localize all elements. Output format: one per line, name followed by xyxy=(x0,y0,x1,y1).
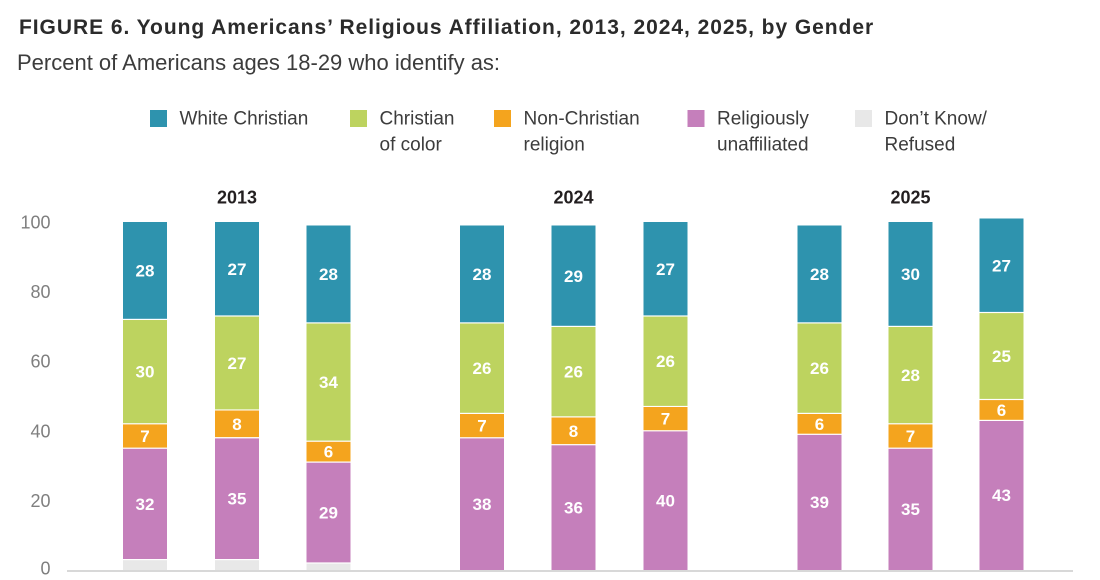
svg-text:30: 30 xyxy=(901,265,920,284)
svg-text:0: 0 xyxy=(40,559,50,579)
svg-text:7: 7 xyxy=(140,427,149,446)
svg-text:20: 20 xyxy=(30,491,50,511)
svg-text:26: 26 xyxy=(810,359,829,378)
svg-text:30: 30 xyxy=(136,363,155,382)
svg-text:27: 27 xyxy=(992,257,1011,276)
svg-text:7: 7 xyxy=(906,427,915,446)
svg-text:2025: 2025 xyxy=(890,188,930,208)
svg-text:25: 25 xyxy=(992,347,1011,366)
svg-text:6: 6 xyxy=(324,443,333,462)
svg-text:6: 6 xyxy=(815,415,824,434)
svg-text:36: 36 xyxy=(564,498,583,517)
svg-text:26: 26 xyxy=(564,363,583,382)
svg-text:28: 28 xyxy=(901,366,920,385)
svg-text:40: 40 xyxy=(30,421,50,441)
svg-text:unaffiliated: unaffiliated xyxy=(717,135,809,156)
svg-text:38: 38 xyxy=(473,495,492,514)
svg-text:2013: 2013 xyxy=(217,188,257,208)
svg-text:6: 6 xyxy=(997,401,1006,420)
svg-text:White Christian: White Christian xyxy=(180,109,309,130)
svg-text:8: 8 xyxy=(232,415,241,434)
svg-text:35: 35 xyxy=(228,490,247,509)
svg-text:7: 7 xyxy=(661,410,670,429)
svg-text:27: 27 xyxy=(228,354,247,373)
svg-text:28: 28 xyxy=(473,265,492,284)
svg-text:43: 43 xyxy=(992,486,1011,505)
svg-text:29: 29 xyxy=(319,504,338,523)
svg-text:34: 34 xyxy=(319,373,338,392)
svg-text:7: 7 xyxy=(477,417,486,436)
svg-text:100: 100 xyxy=(20,213,50,233)
svg-text:28: 28 xyxy=(810,265,829,284)
svg-text:Don’t Know/: Don’t Know/ xyxy=(885,109,988,130)
svg-text:Non-Christian: Non-Christian xyxy=(524,109,640,130)
svg-text:Christian: Christian xyxy=(380,109,455,130)
svg-text:2024: 2024 xyxy=(553,188,593,208)
svg-text:27: 27 xyxy=(656,260,675,279)
svg-text:40: 40 xyxy=(656,491,675,510)
svg-text:religion: religion xyxy=(524,135,585,156)
svg-text:26: 26 xyxy=(473,359,492,378)
svg-text:8: 8 xyxy=(569,422,578,441)
svg-text:of color: of color xyxy=(380,135,443,156)
svg-text:26: 26 xyxy=(656,352,675,371)
svg-text:80: 80 xyxy=(30,282,50,302)
svg-text:FIGURE 6. Young Americans’ Rel: FIGURE 6. Young Americans’ Religious Aff… xyxy=(19,16,874,39)
svg-text:32: 32 xyxy=(136,495,155,514)
svg-text:60: 60 xyxy=(30,352,50,372)
svg-text:28: 28 xyxy=(319,265,338,284)
svg-text:29: 29 xyxy=(564,267,583,286)
svg-text:35: 35 xyxy=(901,500,920,519)
svg-text:39: 39 xyxy=(810,493,829,512)
svg-text:Religiously: Religiously xyxy=(717,109,809,130)
svg-text:28: 28 xyxy=(136,262,155,281)
svg-text:27: 27 xyxy=(228,260,247,279)
svg-text:Percent of Americans ages 18-2: Percent of Americans ages 18-29 who iden… xyxy=(17,50,500,75)
svg-text:Refused: Refused xyxy=(885,135,956,156)
